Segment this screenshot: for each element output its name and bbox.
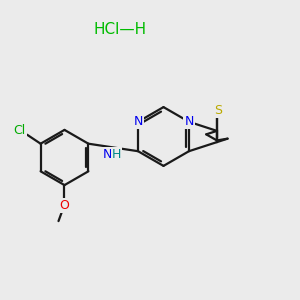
Text: S: S [214, 104, 222, 117]
Text: H: H [112, 148, 121, 161]
Text: HCl—H: HCl—H [93, 22, 147, 38]
Text: N: N [184, 115, 194, 128]
Text: N: N [134, 115, 143, 128]
Text: Cl: Cl [14, 124, 26, 137]
Text: O: O [60, 199, 69, 212]
Text: N: N [103, 148, 112, 161]
